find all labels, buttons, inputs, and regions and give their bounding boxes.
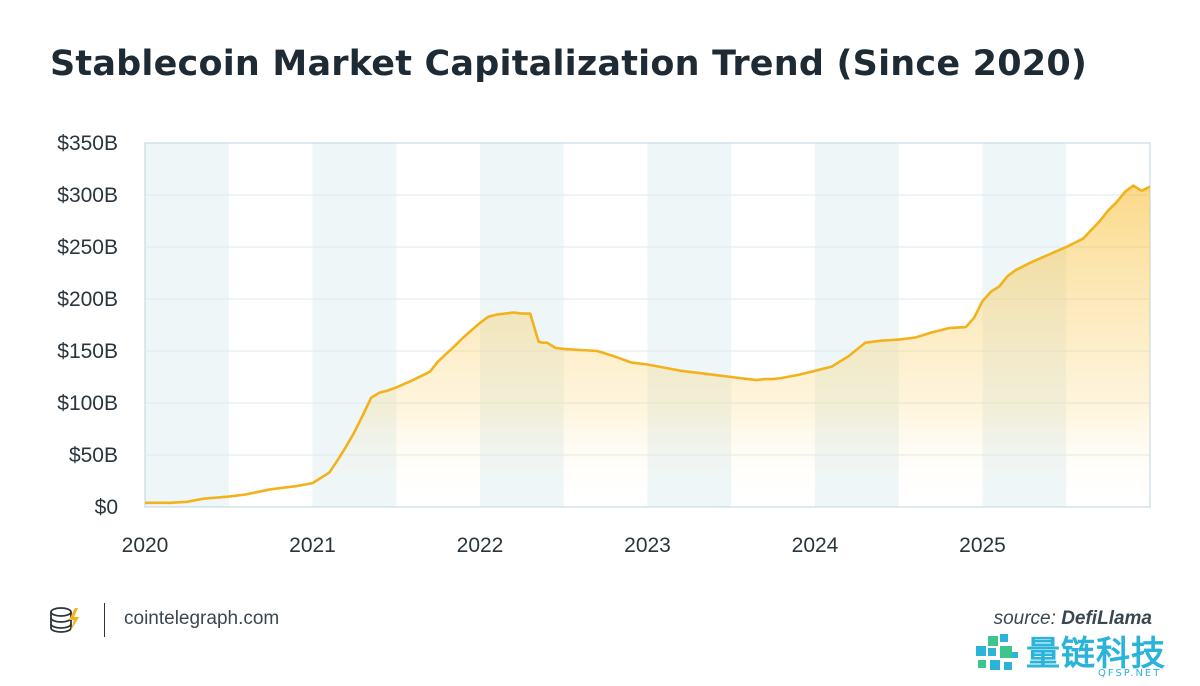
y-tick-label: $150B bbox=[57, 340, 118, 363]
y-tick-label: $200B bbox=[57, 288, 118, 311]
watermark-text: 量链科技 bbox=[1026, 634, 1166, 674]
x-tick-label: 2024 bbox=[792, 534, 839, 557]
chart-title: Stablecoin Market Capitalization Trend (… bbox=[50, 44, 1088, 84]
x-tick-label: 2023 bbox=[624, 534, 671, 557]
footer-site-link[interactable]: cointelegraph.com bbox=[124, 608, 280, 629]
y-tick-label: $100B bbox=[57, 392, 118, 415]
footer-divider bbox=[104, 603, 105, 637]
qr-code-logo-icon bbox=[976, 634, 1018, 670]
cointelegraph-logo-icon bbox=[50, 607, 79, 633]
source-name: DefiLlama bbox=[1061, 608, 1152, 629]
x-tick-label: 2020 bbox=[122, 534, 169, 557]
chart: $0 $50B $100B $150B $200B $250B $300B $350B 202… bbox=[57, 132, 1151, 557]
x-axis-tick-labels: 2020 2021 2022 2023 2024 2025 bbox=[122, 534, 1006, 557]
x-tick-label: 2022 bbox=[457, 534, 504, 557]
y-tick-label: $300B bbox=[57, 184, 118, 207]
x-tick-label: 2025 bbox=[959, 534, 1006, 557]
y-axis-tick-labels: $0 $50B $100B $150B $200B $250B $300B $350B bbox=[57, 132, 118, 519]
x-tick-label: 2021 bbox=[289, 534, 336, 557]
y-tick-label: $50B bbox=[69, 444, 118, 467]
market-cap-line bbox=[145, 184, 1150, 505]
watermark-subtext: QFSP.NET bbox=[1098, 668, 1162, 679]
y-tick-label: $250B bbox=[57, 236, 118, 259]
market-cap-area bbox=[145, 185, 1150, 507]
y-tick-label: $350B bbox=[57, 132, 118, 155]
year-band-0 bbox=[145, 143, 229, 507]
source-label: source: bbox=[993, 608, 1056, 629]
y-tick-label: $0 bbox=[95, 496, 118, 519]
watermark: 量链科技 QFSP.NET bbox=[974, 626, 1194, 682]
source-credit: source: DefiLlama bbox=[994, 608, 1152, 630]
